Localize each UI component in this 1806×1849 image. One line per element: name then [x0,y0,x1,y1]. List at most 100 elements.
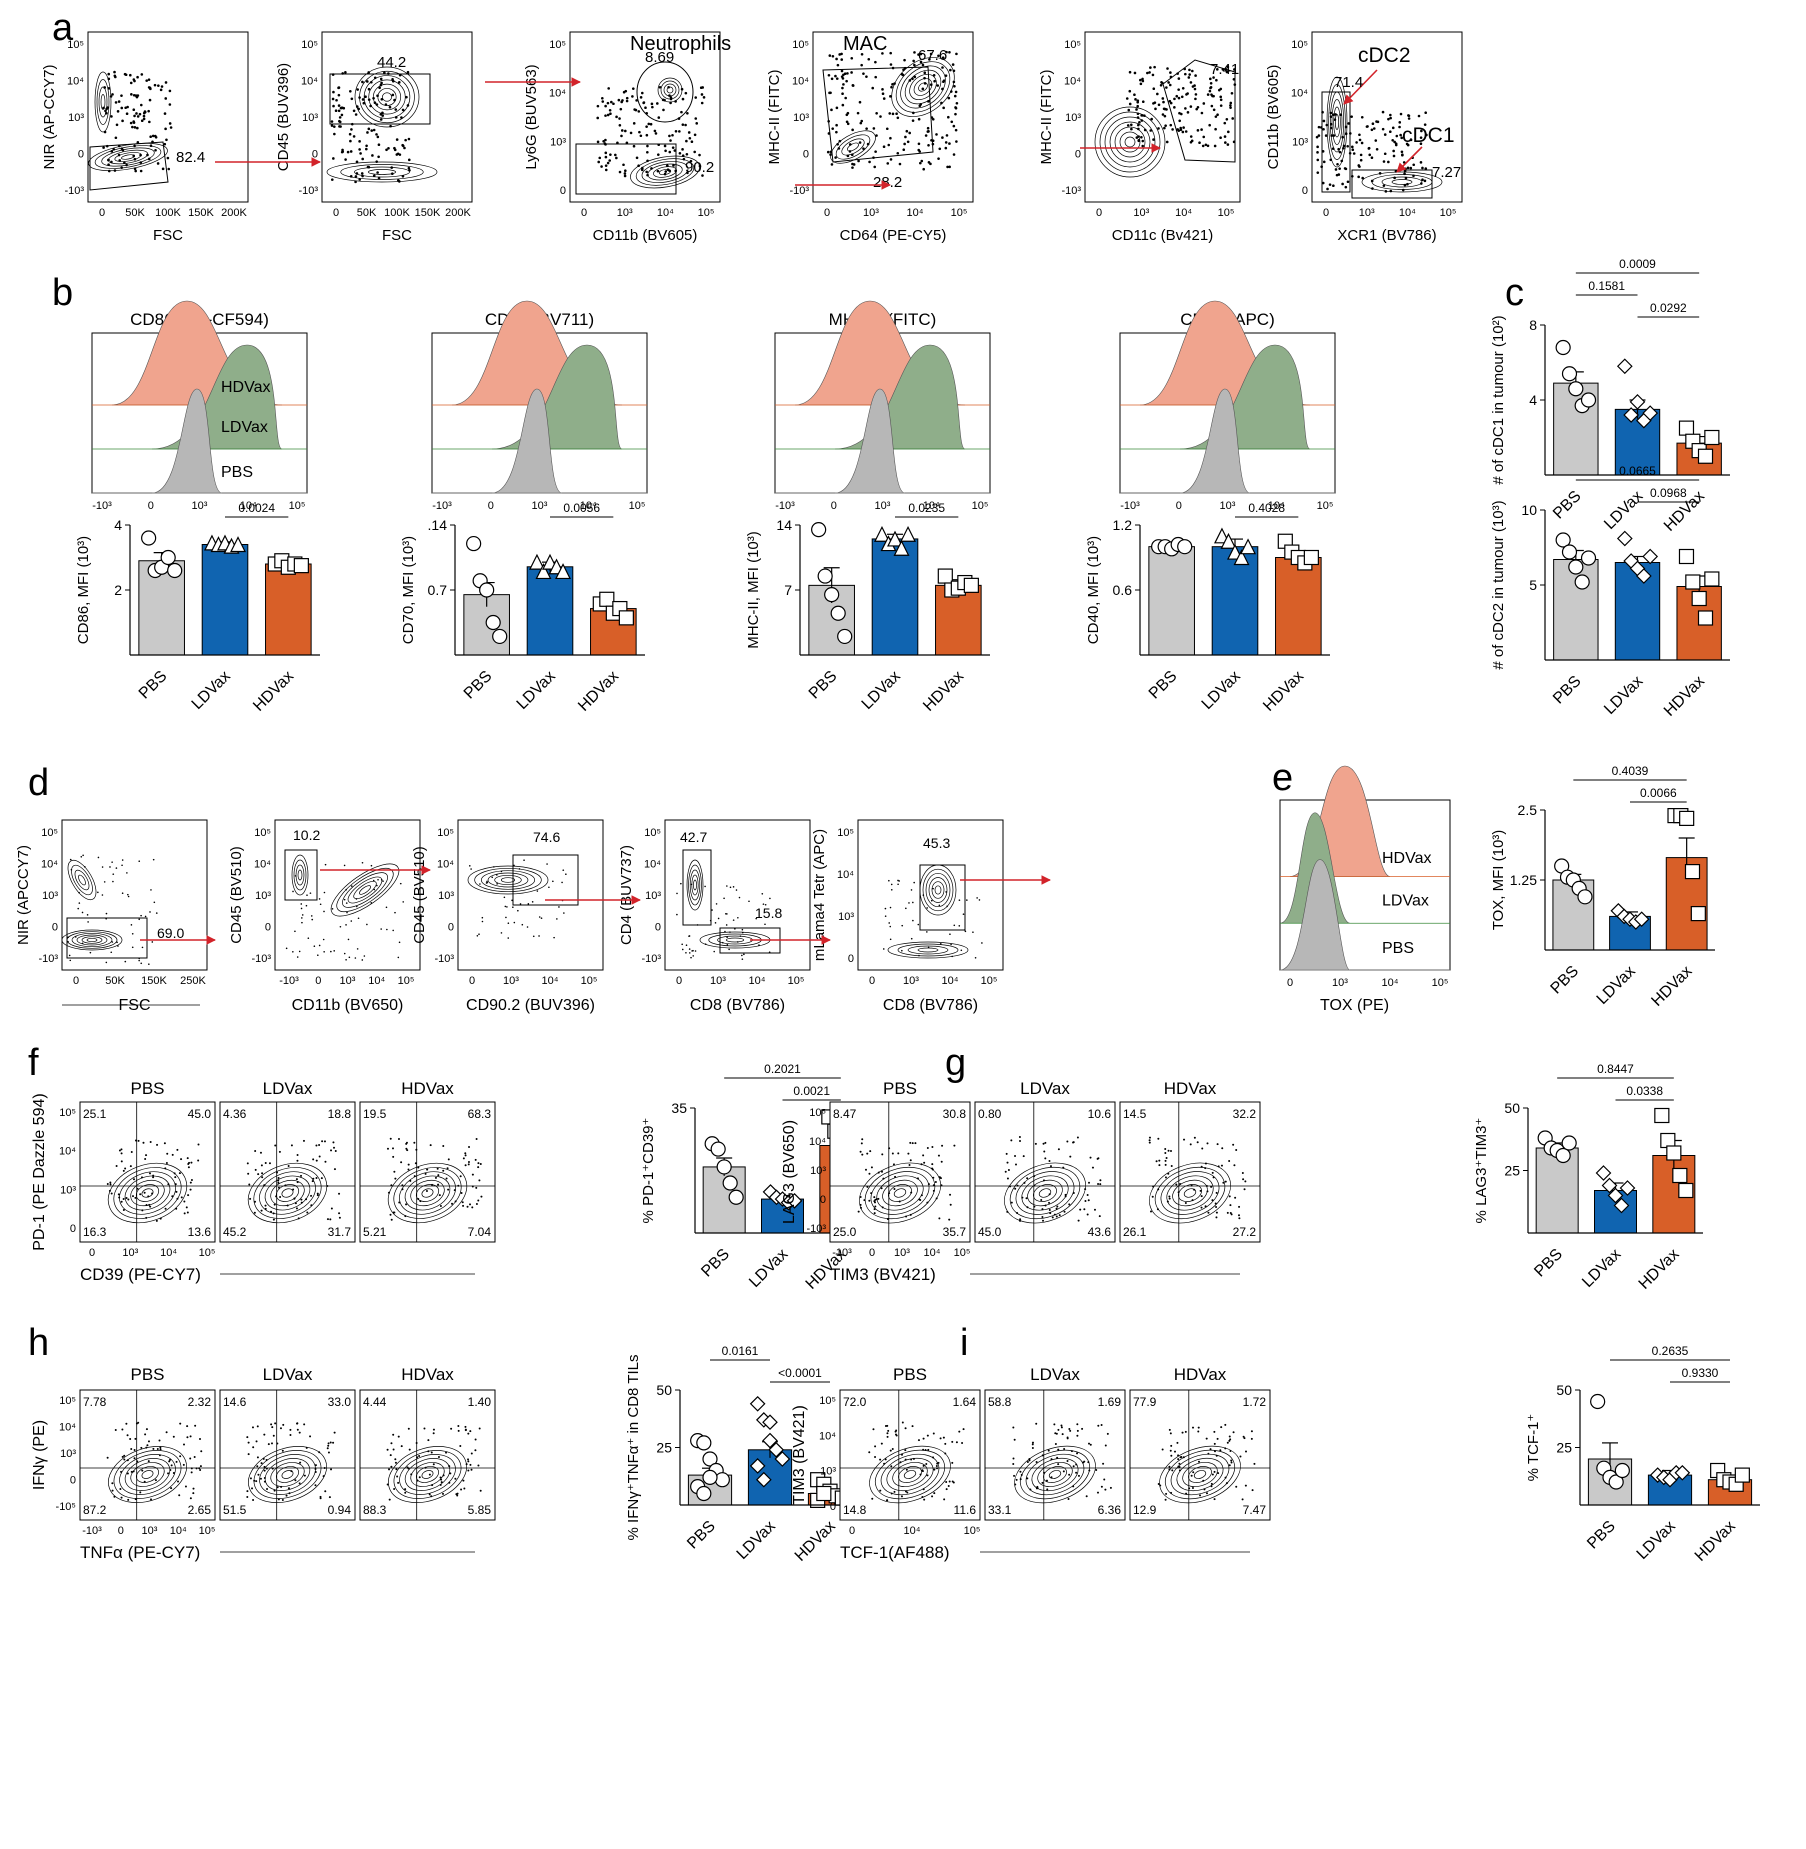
event-dot [305,1446,308,1449]
event-dot [1245,1450,1248,1453]
event-dot [1391,126,1395,130]
event-dot [903,142,906,146]
event-dot [1399,133,1402,137]
event-dot [1215,1211,1218,1214]
event-dot [1361,176,1364,180]
event-dot [189,1457,192,1460]
event-dot [149,911,151,913]
event-dot [926,907,928,909]
event-dot [314,1464,317,1467]
contour-line [888,1184,912,1202]
event-dot [1050,1458,1053,1461]
event-dot [352,135,356,138]
contour-line [247,1162,328,1224]
y-tick-label: 10³ [838,911,854,923]
event-dot [330,1149,333,1152]
event-dot [355,172,359,175]
event-dot [1331,147,1335,150]
data-point [1613,1197,1630,1214]
event-dot [470,1452,473,1455]
event-dot [532,935,535,938]
event-dot [1220,1164,1223,1167]
event-dot [110,1192,113,1195]
event-dot [103,130,107,134]
event-dot [263,1465,266,1468]
contour-line [113,1450,182,1499]
event-dot [1026,1460,1029,1463]
event-dot [126,1434,129,1437]
event-dot [898,1200,901,1203]
event-dot [905,907,907,910]
event-dot [1004,1170,1007,1173]
event-dot [397,1137,400,1140]
event-dot [1043,1471,1046,1474]
event-dot [1136,112,1140,116]
event-dot [1332,113,1335,116]
category-label: LDVax [746,1246,791,1291]
event-dot [1072,1192,1075,1195]
event-dot [629,131,633,135]
data-point [1619,1180,1636,1196]
event-dot [1088,1181,1091,1184]
data-point [1555,532,1571,548]
event-dot [748,900,750,903]
event-dot [872,1428,875,1431]
event-dot [1063,1448,1066,1451]
event-dot [124,960,127,963]
contour-line [1038,1188,1052,1198]
event-dot [156,162,160,165]
event-dot [186,1157,189,1160]
event-dot [908,1163,911,1166]
event-dot [1317,125,1321,129]
event-dot [170,1487,173,1490]
event-dot [247,1441,250,1444]
event-dot [1375,147,1379,151]
data-point [722,1175,738,1191]
event-dot [130,93,133,96]
event-dot [284,1184,287,1187]
category-label: PBS [1146,668,1181,703]
event-dot [323,1140,326,1143]
event-dot [1382,160,1386,163]
contour-line [410,1179,445,1207]
x-tick-label: 10³ [122,1247,138,1259]
event-dot [390,1184,393,1187]
event-dot [286,1204,289,1207]
event-dot [1367,147,1371,150]
event-dot [406,104,410,107]
event-dot [300,903,303,905]
event-dot [430,1495,433,1498]
y-tick-label: 0 [1302,185,1308,197]
event-dot [1407,117,1411,120]
category-label: HDVax [250,668,297,715]
category-label: LDVax [1634,1518,1679,1563]
contour-line [293,859,307,891]
event-dot [158,1454,161,1457]
event-dot [386,1483,389,1486]
event-dot [1141,100,1145,104]
event-dot [277,1498,280,1501]
event-dot [538,935,540,937]
gate-percent: 67.6 [918,47,947,64]
event-dot [937,54,940,58]
event-dot [1153,101,1157,104]
event-dot [1168,1195,1171,1198]
event-dot [330,950,332,953]
contour-line [830,130,876,164]
event-dot [694,950,697,952]
event-dot [1178,119,1182,123]
histogram-curve [1179,388,1251,494]
event-dot [1048,1193,1051,1196]
event-dot [538,916,541,918]
contour-line [1183,1188,1197,1198]
event-dot [1195,107,1198,111]
event-dot [177,1480,180,1483]
event-dot [140,1446,143,1449]
event-dot [1189,1143,1192,1146]
event-dot [418,1455,421,1458]
quadrant-percent: 18.8 [328,1107,352,1121]
contour-line [1164,1449,1236,1500]
event-dot [1224,1180,1227,1183]
event-dot [922,167,926,171]
